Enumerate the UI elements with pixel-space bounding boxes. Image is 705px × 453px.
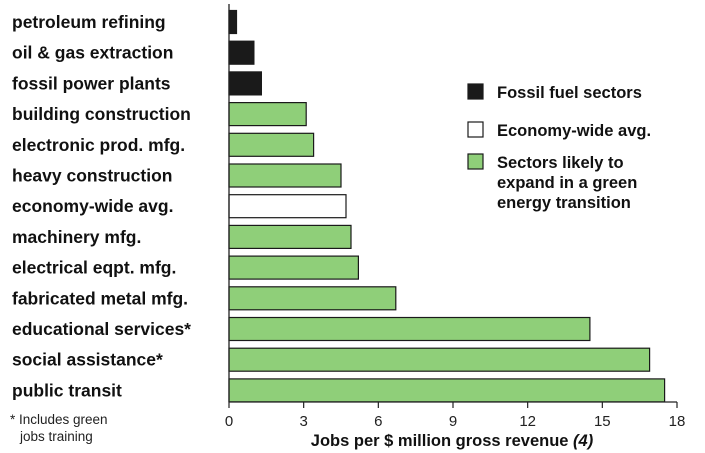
category-label: educational services*: [12, 319, 191, 339]
category-label: social assistance*: [12, 350, 163, 370]
bar-12: [228, 378, 666, 403]
category-label: fabricated metal mfg.: [12, 288, 188, 308]
category-label: electronic prod. mfg.: [12, 135, 185, 155]
legend-swatch-fossil: [467, 83, 484, 100]
bar-4: [228, 132, 315, 157]
legend-label-green: expand in a green: [497, 174, 637, 192]
x-tick-label: 15: [594, 413, 611, 430]
bar-2: [228, 71, 263, 96]
legend-swatch-average: [467, 121, 484, 138]
bar-11: [228, 347, 651, 372]
bar-10: [228, 316, 591, 342]
bar-0: [228, 9, 238, 35]
bar-5: [228, 163, 342, 188]
bar-3: [228, 101, 307, 127]
category-label: heavy construction: [12, 166, 172, 186]
legend-swatch-green: [467, 153, 484, 170]
category-label: public transit: [12, 380, 122, 400]
legend-label-green: energy transition: [497, 194, 631, 212]
x-axis-title-note: (4): [573, 432, 594, 450]
category-label: petroleum refining: [12, 12, 166, 32]
x-tick-label: 12: [519, 413, 536, 430]
x-tick-label: 3: [300, 413, 308, 430]
legend-label-average: Economy-wide avg.: [497, 122, 651, 140]
bar-1: [228, 40, 255, 65]
footnote: * Includes green: [10, 412, 108, 427]
x-tick-label: 0: [225, 413, 233, 430]
category-label: building construction: [12, 104, 191, 124]
legend-label-green: Sectors likely to: [497, 154, 624, 172]
category-label: oil & gas extraction: [12, 43, 173, 63]
x-tick-label: 9: [449, 413, 457, 430]
bar-9: [228, 286, 397, 311]
x-tick-label: 6: [374, 413, 382, 430]
bar-6: [228, 194, 347, 219]
x-axis-title: Jobs per $ million gross revenue (4): [311, 432, 594, 450]
category-label: machinery mfg.: [12, 227, 141, 247]
footnote: jobs training: [19, 429, 93, 444]
x-tick-label: 18: [669, 413, 686, 430]
legend-label-fossil: Fossil fuel sectors: [497, 84, 642, 102]
bar-8: [228, 255, 359, 280]
category-label: economy-wide avg.: [12, 196, 173, 216]
category-label: electrical eqpt. mfg.: [12, 258, 176, 278]
bar-7: [228, 224, 352, 249]
category-label: fossil power plants: [12, 73, 171, 93]
